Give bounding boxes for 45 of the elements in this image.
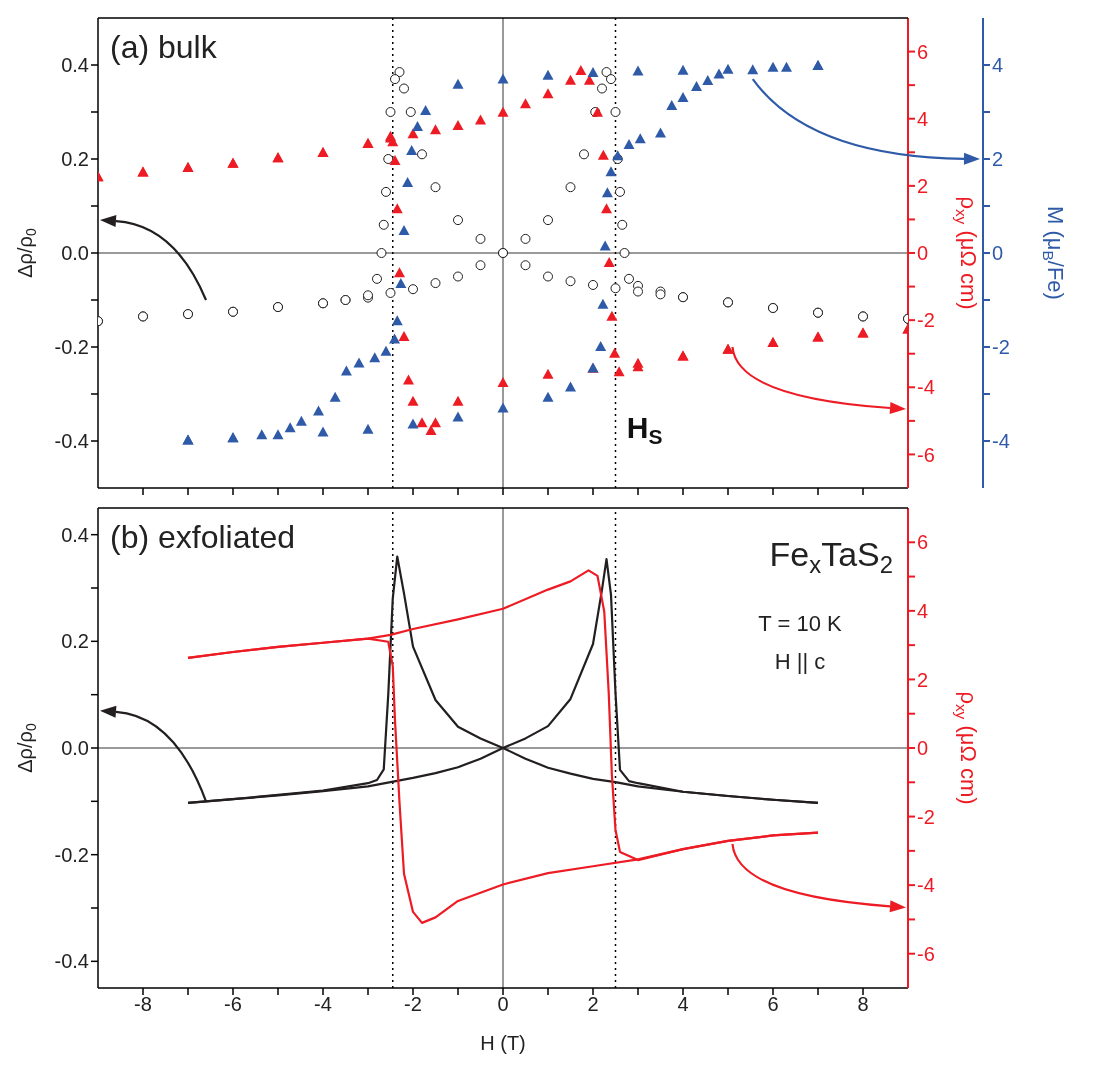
x-tick-label: 0	[497, 993, 509, 1016]
y2-tick-label: 4	[917, 599, 929, 622]
x-tick-label: -4	[314, 993, 332, 1016]
y-tick-label: 0.2	[61, 148, 89, 171]
y2-tick-label: 2	[917, 174, 929, 197]
annotation: H || c	[774, 649, 826, 674]
y-tick-label: -0.4	[54, 950, 89, 973]
y2-tick-label: -4	[917, 376, 935, 399]
x-tick-label: -2	[404, 993, 422, 1016]
y2-tick-label: 2	[917, 668, 929, 691]
y2-tick-label: 0	[917, 737, 929, 760]
y2-tick-label: -4	[917, 874, 935, 897]
x-axis-title: H (T)	[480, 1032, 526, 1054]
x-tick-label: -6	[224, 993, 242, 1016]
y-tick-label: -0.4	[54, 430, 89, 453]
y2-tick-label: -6	[917, 942, 935, 965]
x-tick-label: 4	[677, 993, 689, 1016]
x-tick-label: -8	[134, 993, 152, 1016]
y3-tick-label: -4	[992, 430, 1010, 453]
y3-tick-label: 0	[992, 242, 1004, 265]
y3-tick-label: 2	[992, 148, 1004, 171]
y-tick-label: -0.2	[54, 336, 89, 359]
annotation: Fe$_{x}$TaS$_{2}$	[769, 535, 893, 579]
x-tick-label: 8	[857, 993, 869, 1016]
x-tick-label: 2	[587, 993, 599, 1016]
y2-tick-label: -6	[917, 443, 935, 466]
y3-tick-label: -2	[992, 336, 1010, 359]
y2-tick-label: 6	[917, 40, 929, 63]
y-tick-label: -0.2	[54, 843, 89, 866]
y-tick-label: 0.2	[61, 630, 89, 653]
chart-title: (b) exfoliated	[110, 519, 295, 555]
y2-tick-label: -2	[917, 805, 935, 828]
x-tick-label: 6	[767, 993, 779, 1016]
y2-tick-label: -2	[917, 309, 935, 332]
y-tick-label: 0.0	[61, 242, 89, 265]
y3-tick-label: 4	[992, 54, 1004, 77]
annotation: T = 10 K	[758, 611, 843, 636]
annotation: H$_{S}$	[626, 411, 663, 449]
y-tick-label: 0.4	[61, 54, 89, 77]
y-tick-label: 0.4	[61, 523, 89, 546]
y-tick-label: 0.0	[61, 737, 89, 760]
chart-title: (a) bulk	[110, 29, 218, 65]
y2-tick-label: 4	[917, 107, 929, 130]
y2-tick-label: 0	[917, 242, 929, 265]
y2-tick-label: 6	[917, 531, 929, 554]
